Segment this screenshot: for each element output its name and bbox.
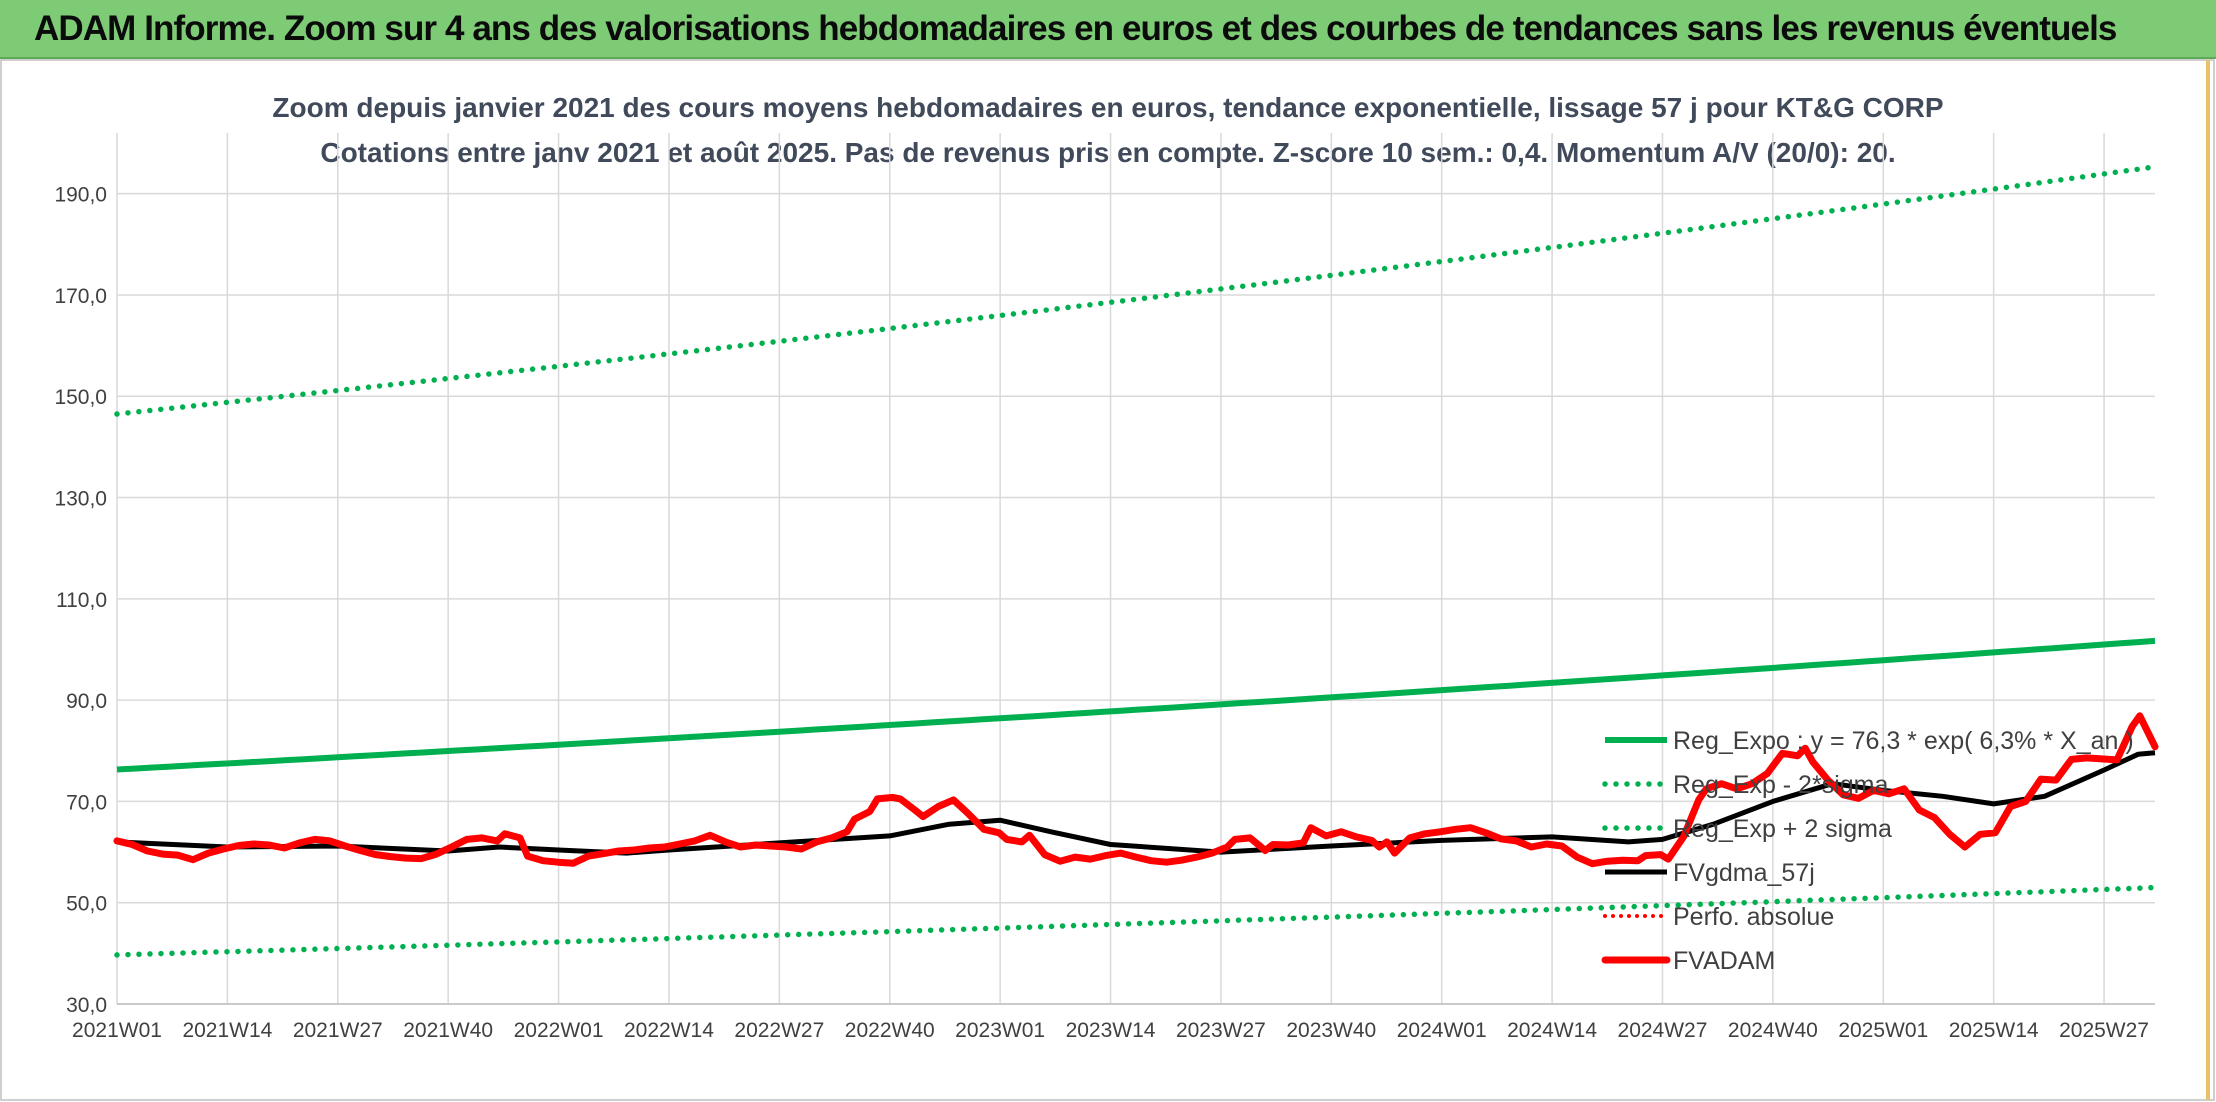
chart-area xyxy=(0,59,2215,1101)
series-line-3 xyxy=(116,750,2156,856)
x-tick-label: 2025W01 xyxy=(1838,1019,1928,1042)
y-tick-label: 130,0 xyxy=(54,488,107,511)
series-group xyxy=(113,164,2159,958)
x-tick-label: 2021W27 xyxy=(293,1019,383,1042)
chart-subtitle: Cotations entre janv 2021 et août 2025. … xyxy=(320,137,1895,168)
y-tick-label: 90,0 xyxy=(66,690,107,713)
x-tick-label: 2021W01 xyxy=(72,1019,162,1042)
legend-label: Reg_Expo : y = 76,3 * exp( 6,3% * X_an ) xyxy=(1673,727,2134,755)
x-tick-label: 2023W27 xyxy=(1176,1019,1266,1042)
report-title: ADAM Informe. Zoom sur 4 ans des valoris… xyxy=(34,9,2117,48)
x-tick-label: 2022W27 xyxy=(734,1019,824,1042)
gridlines xyxy=(116,133,2155,1005)
x-tick-label: 2024W27 xyxy=(1618,1019,1708,1042)
report-banner: ADAM Informe. Zoom sur 4 ans des valoris… xyxy=(0,0,2216,59)
chart-title: Zoom depuis janvier 2021 des cours moyen… xyxy=(272,92,1943,123)
y-tick-label: 190,0 xyxy=(54,184,107,207)
x-tick-label: 2022W40 xyxy=(845,1019,935,1042)
legend: Reg_Expo : y = 76,3 * exp( 6,3% * X_an )… xyxy=(1601,727,2134,975)
x-tick-label: 2025W14 xyxy=(1949,1019,2039,1042)
y-tick-label: 170,0 xyxy=(54,285,107,308)
legend-label: FVADAM xyxy=(1673,947,1775,975)
x-tick-label: 2023W14 xyxy=(1066,1019,1156,1042)
legend-label: Perfo. absolue xyxy=(1673,903,1834,931)
x-axis-ticks: 2021W01 2021W14 2021W27 2021W40 2022W01 2022W… xyxy=(72,1019,2149,1042)
y-tick-label: 150,0 xyxy=(54,386,107,409)
y-tick-label: 70,0 xyxy=(66,791,107,814)
legend-label: Reg_Exp + 2 sigma xyxy=(1673,815,1892,843)
x-tick-label: 2024W40 xyxy=(1728,1019,1818,1042)
y-axis-ticks: 30,0 50,0 70,0 90,0 110,0 130,0 150,0 170,0 190,… xyxy=(54,184,107,1017)
x-tick-label: 2023W01 xyxy=(955,1019,1045,1042)
y-tick-label: 110,0 xyxy=(56,589,107,612)
x-tick-label: 2023W40 xyxy=(1286,1019,1376,1042)
x-tick-label: 2025W27 xyxy=(2059,1019,2149,1042)
x-tick-label: 2021W14 xyxy=(182,1019,272,1042)
x-tick-label: 2024W01 xyxy=(1397,1019,1487,1042)
series-line-2 xyxy=(114,164,2158,417)
series-line-1 xyxy=(114,884,2158,958)
y-tick-label: 30,0 xyxy=(66,994,107,1017)
x-tick-label: 2024W14 xyxy=(1507,1019,1597,1042)
series-line-0 xyxy=(116,637,2156,773)
x-tick-label: 2022W01 xyxy=(514,1019,604,1042)
legend-label: Reg_Exp - 2*sigma xyxy=(1673,771,1888,799)
x-tick-label: 2022W14 xyxy=(624,1019,714,1042)
x-tick-label: 2021W40 xyxy=(403,1019,493,1042)
legend-label: FVgdma_57j xyxy=(1673,859,1815,887)
y-tick-label: 50,0 xyxy=(66,893,107,916)
series-line-5 xyxy=(113,712,2159,868)
